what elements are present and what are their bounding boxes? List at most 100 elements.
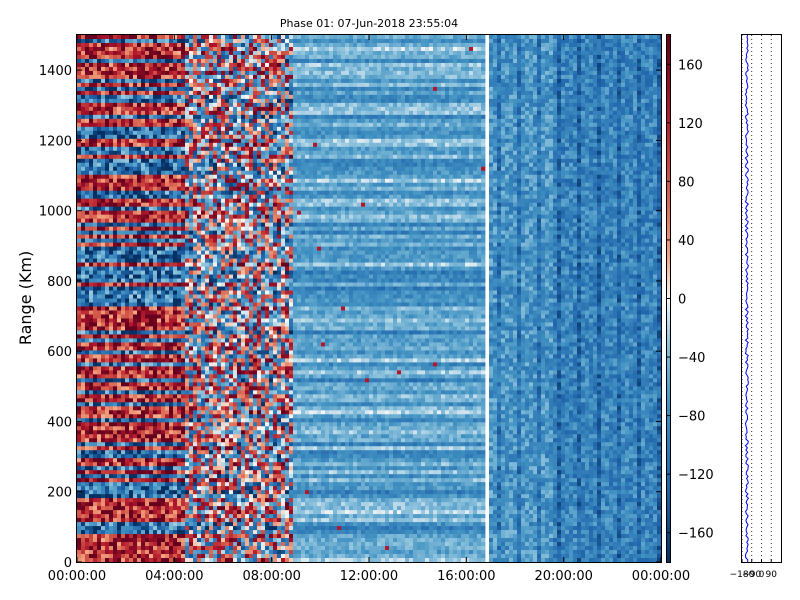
heatmap-cell [165,418,170,423]
heatmap-cell [205,214,210,220]
heatmap-cell [173,110,178,116]
heatmap-cell [113,210,118,216]
heatmap-cell [165,238,170,243]
heatmap-cell [189,262,194,267]
heatmap-cell [109,102,114,108]
heatmap-cell [149,422,154,427]
heatmap-cell [173,202,178,208]
heatmap-cell [141,494,146,499]
heatmap-cell [97,50,102,56]
heatmap-cell [129,154,134,160]
heatmap-cell [105,258,110,263]
heatmap-cell [149,370,154,375]
heatmap-cell [217,274,222,279]
heatmap-cell [173,126,178,132]
heatmap-cell [149,462,154,467]
heatmap-cell [93,438,98,443]
heatmap-cell [129,338,134,343]
heatmap-cell [177,310,182,315]
heatmap-cell [157,182,162,188]
heatmap-cell [181,430,186,435]
heatmap-cell [189,382,194,387]
heatmap-cell [117,398,122,403]
heatmap-cell [189,66,194,72]
heatmap-cell [109,106,114,112]
heatmap-cell [145,342,150,347]
heatmap-cell [209,358,214,363]
heatmap-cell [85,266,90,271]
heatmap-cell [185,206,190,212]
heatmap-cell [221,214,226,220]
heatmap-cell [197,130,202,136]
heatmap-cell [205,126,210,132]
heatmap-cell [185,458,190,463]
heatmap-cell [153,390,158,395]
heatmap-cell [169,522,174,527]
heatmap-cell [149,310,154,315]
heatmap-cell [109,390,114,395]
heatmap-cell [149,122,154,128]
heatmap-cell [133,306,138,311]
heatmap-cell [117,206,122,212]
heatmap-cell [161,534,166,539]
heatmap-cell [117,450,122,455]
heatmap-cell [105,430,110,435]
heatmap-cell [133,434,138,439]
heatmap-cell [157,186,162,192]
heatmap-cell [121,366,126,371]
heatmap-cell [149,58,154,64]
heatmap-cell [161,446,166,451]
heatmap-cell [101,306,106,311]
heatmap-cell [97,526,102,531]
heatmap-cell [117,542,122,547]
heatmap-cell [149,150,154,156]
heatmap-cell [165,386,170,391]
heatmap-cell [141,378,146,383]
heatmap-cell [129,106,134,112]
heatmap-cell [133,38,138,44]
heatmap-cell [213,446,218,451]
heatmap-cell [121,126,126,132]
heatmap-cell [145,74,150,80]
heatmap-cell [81,474,86,479]
heatmap-cell [209,502,214,507]
heatmap-cell [193,434,198,439]
heatmap-cell [217,462,222,467]
heatmap-cell [201,342,206,347]
heatmap-cell [109,118,114,124]
heatmap-cell [165,210,170,216]
heatmap-cell [209,278,214,283]
heatmap-cell [213,106,218,112]
heatmap-cell [201,358,206,363]
heatmap-cell [157,134,162,140]
heatmap-cell [189,282,194,287]
heatmap-cell [169,426,174,431]
heatmap-cell [145,62,150,68]
heatmap-cell [117,350,122,355]
heatmap-cell [193,126,198,132]
heatmap-cell [157,534,162,539]
heatmap-cell [185,198,190,204]
heatmap-cell [141,310,146,315]
heatmap-cell [149,366,154,371]
heatmap-cell [173,394,178,399]
heatmap-cell [93,402,98,407]
heatmap-cell [85,138,90,144]
heatmap-cell [113,314,118,319]
heatmap-cell [165,310,170,315]
heatmap-cell [161,222,166,228]
heatmap-cell [109,526,114,531]
heatmap-cell [89,510,94,515]
heatmap-cell [113,358,118,363]
heatmap-cell [105,542,110,547]
heatmap-cell [101,398,106,403]
heatmap-cell [177,342,182,347]
heatmap-cell [133,318,138,323]
heatmap-cell [177,390,182,395]
heatmap-cell [97,518,102,523]
heatmap-cell [157,362,162,367]
heatmap-cell [169,62,174,68]
heatmap-cell [145,518,150,523]
heatmap-cell [109,422,114,427]
heatmap-cell [221,258,226,263]
